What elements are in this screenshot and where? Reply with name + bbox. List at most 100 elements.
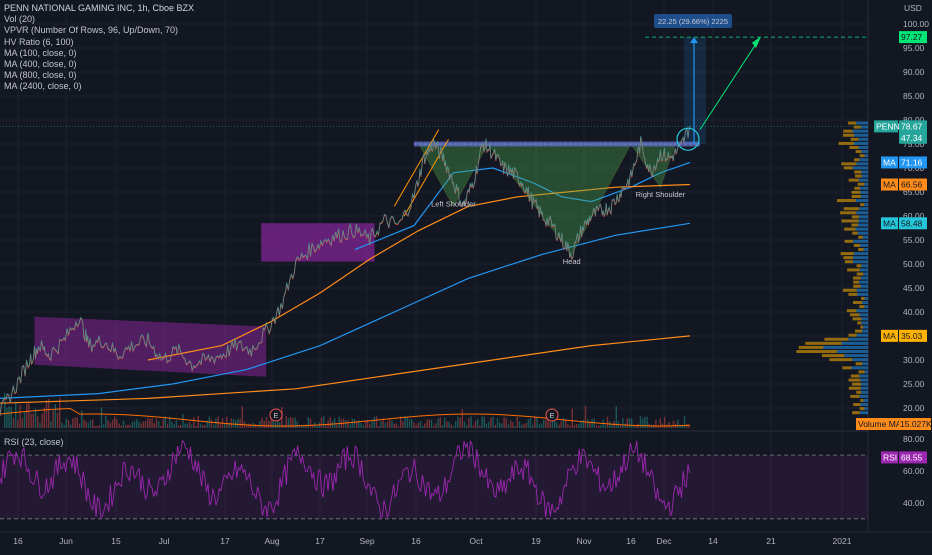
indicator-ma-800[interactable]: MA (800, close, 0) <box>4 70 77 81</box>
volume-bar <box>349 424 351 428</box>
vp-bar-up <box>853 260 868 264</box>
volume-bar <box>329 416 331 428</box>
vp-bar-up <box>864 154 868 158</box>
indicator-ma-100[interactable]: MA (100, close, 0) <box>4 47 77 58</box>
vp-bar-down <box>855 362 863 366</box>
vp-bar-down <box>854 186 861 190</box>
tag-value-bg <box>899 217 927 230</box>
volume-bar <box>52 410 54 428</box>
vp-bar-down <box>857 321 862 325</box>
volume-bar <box>138 421 140 428</box>
vp-bar-down <box>848 333 857 337</box>
volume-bar <box>521 424 523 428</box>
volume-bar <box>87 422 89 428</box>
indicator-vpvr[interactable]: VPVR (Number Of Rows, 96, Up/Down, 70) <box>4 25 179 36</box>
vp-bar-down <box>829 358 853 362</box>
vp-bar-down <box>843 207 860 211</box>
volume-bar <box>580 420 582 428</box>
volume-bar <box>307 416 309 428</box>
vp-bar-down <box>848 178 859 182</box>
volume-bar <box>41 413 43 428</box>
volume-bar <box>197 416 199 428</box>
vp-bar-up <box>856 288 868 292</box>
time-axis[interactable]: 16 Jun 15 Jul 17 Aug 17 Sep 16 Oct 19 Nov 16 Dec 14 21 2… <box>13 536 851 546</box>
volume-bar <box>287 418 290 428</box>
moving-average-lines <box>0 161 691 404</box>
volume-bar <box>10 407 12 428</box>
vp-bar-down <box>860 203 864 207</box>
volume-bar <box>483 416 485 428</box>
volume-bar <box>298 425 301 428</box>
tag-value: 58.48 <box>901 218 923 228</box>
measure-arrow-head <box>690 37 698 44</box>
volume-bar <box>320 417 323 428</box>
volume-bar <box>428 419 430 428</box>
vp-bar-up <box>851 366 868 370</box>
vp-bar-up <box>863 325 868 329</box>
volume-bar <box>455 421 457 428</box>
volume-bar <box>488 421 490 428</box>
volume-bar <box>441 424 444 428</box>
volume-bar <box>622 418 624 428</box>
volume-bar <box>250 424 252 428</box>
vp-bar-up <box>860 186 868 190</box>
vp-bar-down <box>842 133 855 137</box>
volume-bars <box>0 392 691 428</box>
vp-bar-up <box>859 313 868 317</box>
vp-bar-down <box>847 121 857 125</box>
symbol-title[interactable]: PENN NATIONAL GAMING INC, 1h, Cboe BZX <box>4 3 195 13</box>
vp-bar-up <box>861 150 868 154</box>
rsi-legend[interactable]: RSI (23, close) <box>4 437 64 447</box>
projection-arrow-head <box>752 36 761 48</box>
volume-bar <box>646 416 648 428</box>
volume-bar <box>210 419 213 428</box>
indicator-vol[interactable]: Vol (20) <box>4 14 36 25</box>
volume-bar <box>582 420 584 428</box>
volume-bar <box>389 418 391 428</box>
vp-bar-up <box>858 219 868 223</box>
volume-bar <box>105 416 107 428</box>
vp-bar-up <box>848 337 868 341</box>
vp-bar-up <box>856 333 868 337</box>
volume-bar <box>109 422 111 428</box>
volume-bar <box>628 417 631 428</box>
tag-value: 35.03 <box>901 331 923 341</box>
vp-bar-down <box>853 125 861 129</box>
time-tick-label: 21 <box>766 536 776 546</box>
volume-bar <box>433 425 435 428</box>
price-tick-label: 75.00 <box>903 139 925 149</box>
volume-bar <box>334 418 336 428</box>
indicator-ma-400[interactable]: MA (400, close, 0) <box>4 59 77 70</box>
vp-bar-down <box>849 146 859 149</box>
vp-bar-up <box>855 227 868 231</box>
volume-bar <box>186 423 188 428</box>
volume-bar <box>477 419 479 428</box>
volume-bar <box>631 418 633 428</box>
indicator-ma-2400[interactable]: MA (2400, close, 0) <box>4 81 82 92</box>
volume-bar <box>587 419 589 428</box>
volume-bar <box>116 419 118 428</box>
time-tick-label: 2021 <box>833 536 852 546</box>
vp-bar-up <box>860 386 868 390</box>
vp-bar-down <box>848 386 861 390</box>
indicator-hv-ratio[interactable]: HV Ratio (6, 100) <box>4 36 74 47</box>
volume-bar <box>536 417 538 428</box>
vp-bar-up <box>860 194 868 198</box>
price-tags: 97.27 PENN 78.67 47.34 MA 71.16 MA 66.56 MA 58.48… <box>856 31 932 464</box>
volume-bar <box>89 420 92 428</box>
time-tick-label: Sep <box>359 536 374 546</box>
volume-bar <box>529 417 532 428</box>
earnings-icon <box>545 408 559 422</box>
vp-bar-up <box>863 248 868 251</box>
volume-bar <box>294 417 296 428</box>
vp-bar-down <box>853 284 861 288</box>
vp-bar-down <box>840 252 854 256</box>
volume-bar <box>516 416 518 428</box>
volume-bar <box>81 410 83 428</box>
volume-bar <box>136 419 138 428</box>
volume-bar <box>224 423 226 428</box>
volume-bar <box>162 418 164 428</box>
tag-label-bg <box>881 156 898 169</box>
